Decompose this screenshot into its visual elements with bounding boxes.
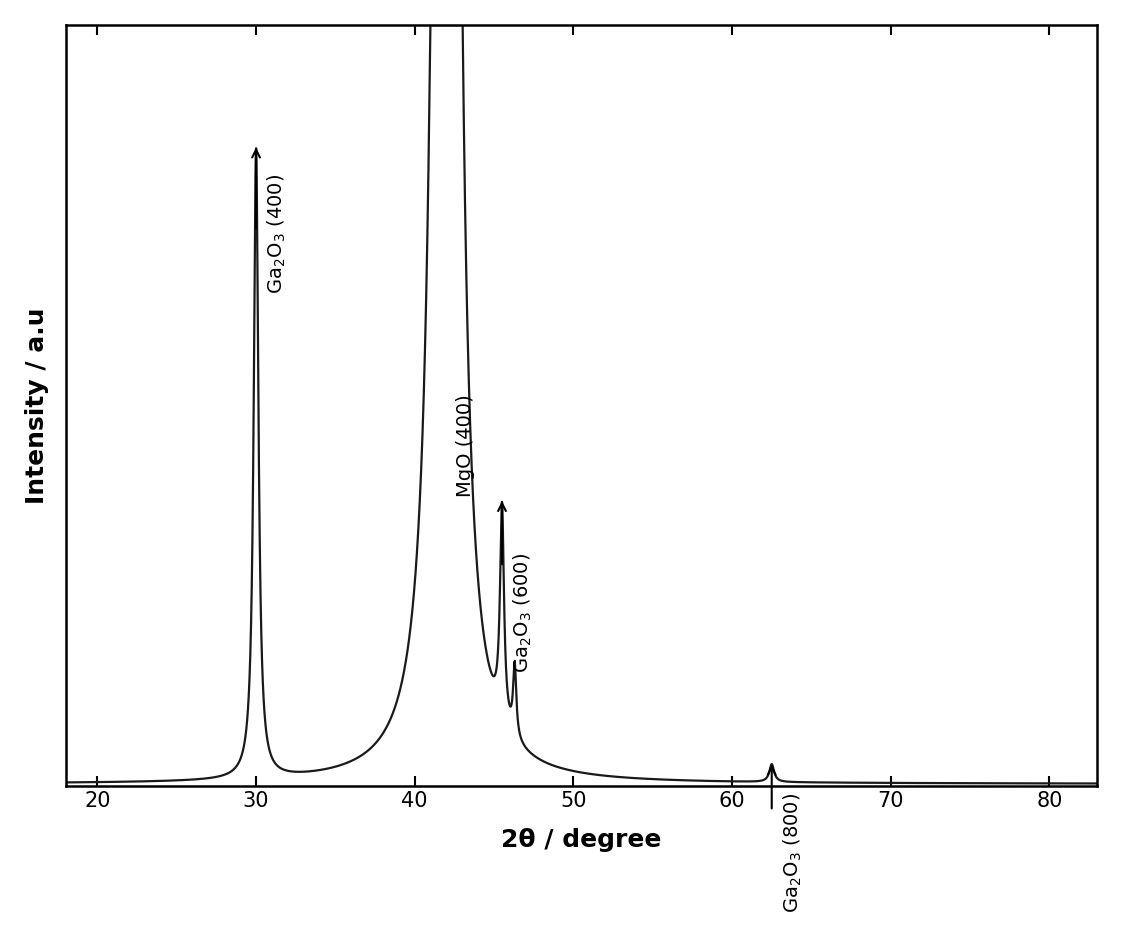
Text: MgO (400): MgO (400) xyxy=(456,395,475,497)
Text: Ga$_2$O$_3$ (400): Ga$_2$O$_3$ (400) xyxy=(266,174,288,294)
Text: Ga$_2$O$_3$ (800): Ga$_2$O$_3$ (800) xyxy=(781,794,803,914)
X-axis label: 2θ / degree: 2θ / degree xyxy=(502,827,662,852)
Y-axis label: Intensity / a.u: Intensity / a.u xyxy=(25,308,49,504)
Text: Ga$_2$O$_3$ (600): Ga$_2$O$_3$ (600) xyxy=(512,552,534,673)
